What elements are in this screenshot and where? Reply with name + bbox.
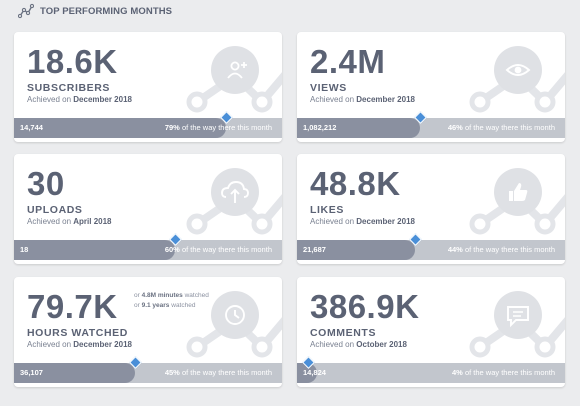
achieved-text: Achieved on October 2018 bbox=[310, 340, 407, 349]
equivalent-note: or 4.8M minutes watched or 9.1 years watc… bbox=[134, 292, 209, 309]
progress-bar: 36,107 45% of the way there this month bbox=[14, 363, 282, 383]
current-count: 36,107 bbox=[20, 368, 43, 377]
metric-label: COMMENTS bbox=[310, 327, 377, 339]
progress-text: 4% of the way there this month bbox=[452, 368, 555, 377]
metric-label: VIEWS bbox=[310, 82, 347, 94]
progress-bar: 14,744 79% of the way there this month bbox=[14, 118, 282, 138]
stat-value: 48.8K bbox=[310, 165, 401, 202]
progress-bar: 18 60% of the way there this month bbox=[14, 240, 282, 260]
section-header: TOP PERFORMING MONTHS bbox=[18, 3, 172, 19]
achieved-text: Achieved on December 2018 bbox=[27, 95, 132, 104]
achieved-text: Achieved on April 2018 bbox=[27, 217, 112, 226]
add-person-icon bbox=[227, 61, 247, 79]
progress-bar: 1,082,212 46% of the way there this month bbox=[297, 118, 565, 138]
decorative-background bbox=[186, 291, 282, 358]
decorative-background bbox=[469, 168, 565, 235]
stat-value: 30 bbox=[27, 165, 65, 202]
progress-text: 44% of the way there this month bbox=[447, 245, 555, 254]
clock-icon bbox=[225, 305, 245, 325]
progress-fill bbox=[14, 118, 226, 138]
progress-fill bbox=[14, 363, 135, 383]
stat-card-views[interactable]: 2.4M VIEWS Achieved on December 2018 1,082,… bbox=[297, 32, 565, 142]
comment-icon bbox=[507, 306, 529, 328]
current-count: 14,824 bbox=[303, 368, 326, 377]
current-count: 18 bbox=[20, 245, 29, 254]
progress-fill bbox=[14, 240, 175, 260]
metric-label: LIKES bbox=[310, 204, 344, 216]
thumbs-up-icon bbox=[509, 183, 528, 201]
achieved-text: Achieved on December 2018 bbox=[310, 95, 415, 104]
current-count: 14,744 bbox=[20, 123, 43, 132]
current-count: 21,687 bbox=[303, 245, 326, 254]
progress-fill bbox=[297, 363, 317, 383]
stat-value: 386.9K bbox=[310, 288, 420, 325]
decorative-background bbox=[469, 291, 565, 358]
stat-card-subscribers[interactable]: 18.6K SUBSCRIBERS Achieved on December 201… bbox=[14, 32, 282, 142]
decorative-background bbox=[186, 168, 282, 235]
stat-card-uploads[interactable]: 30 UPLOADS Achieved on April 2018 18 60% of … bbox=[14, 154, 282, 264]
metric-label: UPLOADS bbox=[27, 204, 83, 216]
stat-value: 18.6K bbox=[27, 43, 118, 80]
eye-icon bbox=[505, 64, 531, 76]
stat-value: 79.7K bbox=[27, 288, 118, 325]
progress-text: 46% of the way there this month bbox=[447, 123, 555, 132]
section-title: TOP PERFORMING MONTHS bbox=[40, 5, 173, 17]
progress-text: 79% of the way there this month bbox=[164, 123, 272, 132]
progress-bar: 14,824 4% of the way there this month bbox=[297, 363, 565, 383]
stat-card-comments[interactable]: 386.9K COMMENTS Achieved on October 2018 14… bbox=[297, 277, 565, 387]
stat-card-hours-watched[interactable]: 79.7K or 4.8M minutes watched or 9.1 years… bbox=[14, 277, 282, 387]
stat-card-likes[interactable]: 48.8K LIKES Achieved on December 2018 21,68… bbox=[297, 154, 565, 264]
current-count: 1,082,212 bbox=[303, 123, 337, 132]
progress-text: 60% of the way there this month bbox=[164, 245, 272, 254]
metric-label: HOURS WATCHED bbox=[27, 327, 128, 339]
stat-value: 2.4M bbox=[310, 43, 386, 80]
decorative-background bbox=[469, 46, 565, 113]
decorative-background bbox=[186, 46, 282, 113]
progress-text: 45% of the way there this month bbox=[164, 368, 272, 377]
metric-label: SUBSCRIBERS bbox=[27, 82, 111, 94]
cloud-upload-icon bbox=[221, 181, 249, 203]
progress-bar: 21,687 44% of the way there this month bbox=[297, 240, 565, 260]
progress-fill bbox=[297, 118, 421, 138]
line-chart-icon bbox=[18, 3, 34, 19]
progress-fill bbox=[297, 240, 415, 260]
achieved-text: Achieved on December 2018 bbox=[310, 217, 415, 226]
achieved-text: Achieved on December 2018 bbox=[27, 340, 132, 349]
